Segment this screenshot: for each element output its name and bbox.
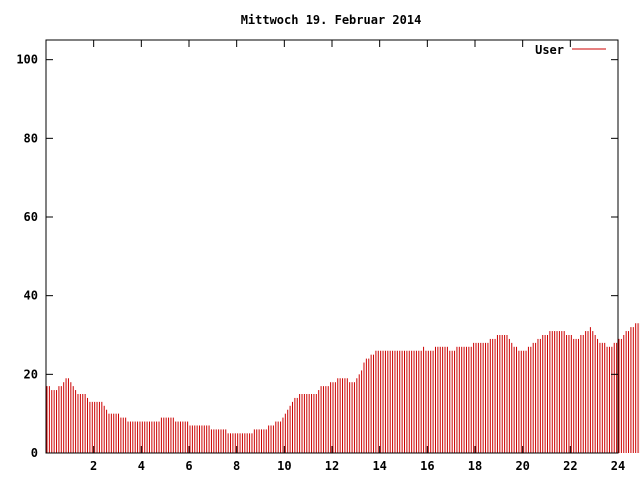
x-tick-label: 24 bbox=[611, 459, 625, 473]
x-tick-label: 14 bbox=[372, 459, 386, 473]
x-tick-label: 18 bbox=[468, 459, 482, 473]
y-tick-label: 100 bbox=[16, 53, 38, 67]
x-tick-label: 8 bbox=[233, 459, 240, 473]
y-tick-label: 0 bbox=[31, 446, 38, 460]
x-tick-label: 2 bbox=[90, 459, 97, 473]
x-tick-label: 4 bbox=[138, 459, 145, 473]
x-tick-label: 20 bbox=[515, 459, 529, 473]
x-tick-label: 22 bbox=[563, 459, 577, 473]
y-tick-label: 80 bbox=[24, 131, 38, 145]
x-tick-label: 16 bbox=[420, 459, 434, 473]
x-tick-label: 6 bbox=[185, 459, 192, 473]
x-tick-label: 12 bbox=[325, 459, 339, 473]
y-tick-label: 40 bbox=[24, 289, 38, 303]
legend: User bbox=[535, 43, 606, 57]
bars bbox=[46, 323, 640, 453]
chart-title: Mittwoch 19. Februar 2014 bbox=[241, 13, 422, 27]
y-tick-label: 20 bbox=[24, 367, 38, 381]
legend-label-user: User bbox=[535, 43, 564, 57]
y-tick-label: 60 bbox=[24, 210, 38, 224]
x-axis-ticks: 2 4 6 8 10 12 14 16 18 20 22 24 bbox=[90, 40, 625, 473]
plot-frame bbox=[45, 39, 619, 454]
y-axis-ticks: 0 20 40 60 80 100 bbox=[16, 53, 618, 460]
x-tick-label: 10 bbox=[277, 459, 291, 473]
